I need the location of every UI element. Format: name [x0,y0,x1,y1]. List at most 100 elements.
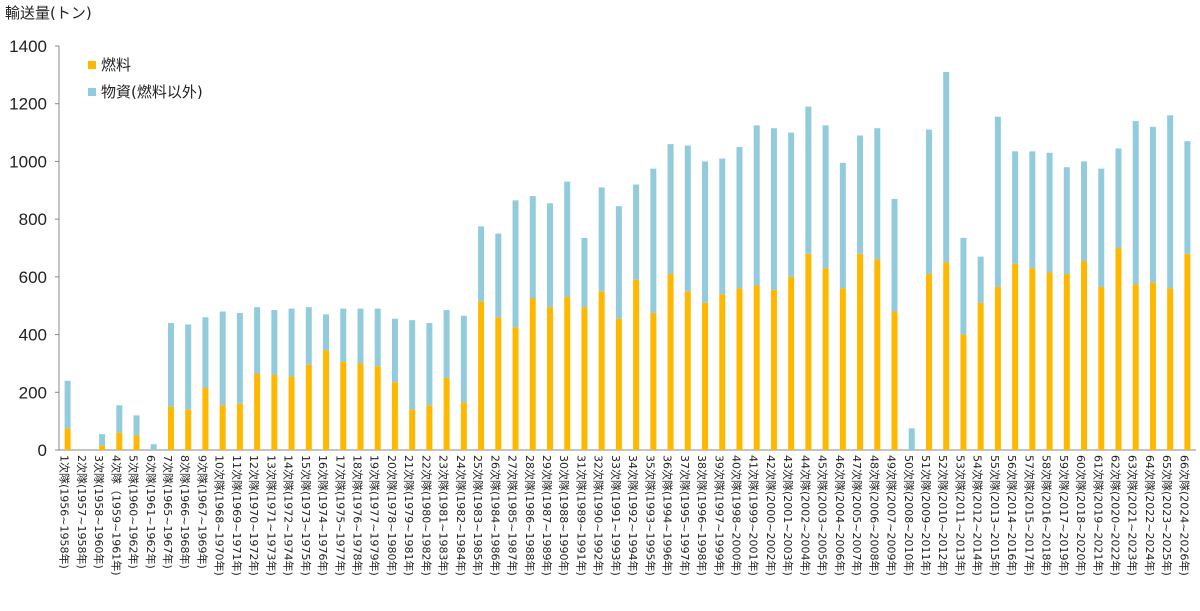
x-tick-label: 35次隊(1993~1995年) [643,455,657,576]
x-tick-label: 38次隊(1996~1998年) [695,455,709,576]
x-tick-label: 28次隊(1986~1988年) [523,455,537,576]
x-tick-label: 14次隊(1972~1974年) [282,455,296,576]
bar-goods [960,237,967,335]
bar-goods [340,308,347,362]
bar-fuel [977,302,984,450]
x-tick-label: 2次隊(1957~1958年) [75,455,89,569]
bar-goods [1132,121,1139,285]
bar-goods [495,233,502,318]
bar-goods [908,428,915,450]
bar-fuel [512,327,519,450]
x-tick-labels: 1次隊(1956~1958年) 2次隊(1957~1958年) 3次隊(1958~1… [58,455,1192,576]
bar-goods [753,125,760,286]
bar-goods [150,444,157,450]
bar-goods [822,125,829,269]
x-tick-label: 11次隊(1969~1971年) [230,455,244,576]
bar-fuel [615,318,622,450]
x-tick-label: 43次隊(2001~2003年) [781,455,795,576]
legend-swatch-goods [88,88,96,96]
bar-fuel [391,382,398,450]
bar-fuel [1046,272,1053,450]
x-tick-label: 50次隊(2008~2010年) [902,455,916,576]
bar-fuel [1167,288,1174,450]
y-tick-label: 800 [19,210,47,229]
bar-goods [719,158,726,295]
legend-label-fuel: 燃料 [101,56,131,74]
x-tick-label: 51次隊(2009~2011年) [919,455,933,576]
bar-fuel [667,273,674,450]
x-tick-label: 27次隊(1985~1987年) [506,455,520,576]
bar-goods [1029,151,1036,269]
bar-fuel [684,291,691,450]
bar-fuel [357,363,364,450]
x-tick-label: 36次隊(1994~1996年) [661,455,675,576]
bar-fuel [1132,284,1139,450]
x-tick-label: 23次隊(1981~1983年) [437,455,451,576]
bar-fuel [443,377,450,450]
y-tick-label: 1200 [9,95,47,114]
x-tick-label: 64次隊(2022~2024年) [1143,455,1157,576]
bar-fuel [529,298,536,450]
x-tick-label: 30次隊(1988~1990年) [557,455,571,576]
x-tick-label: 46次隊(2004~2006年) [833,455,847,576]
bar-fuel [1098,286,1105,450]
x-tick-label: 49次隊(2007~2009年) [885,455,899,576]
bar-goods [271,310,278,375]
bar-fuel [236,403,243,450]
x-tick-label: 26次隊(1984~1986年) [488,455,502,576]
x-tick-label: 15次隊(1973~1975年) [299,455,313,576]
y-tick-label: 1000 [9,152,47,171]
x-tick-label: 45次隊(2003~2005年) [816,455,830,576]
x-tick-label: 53次隊(2011~2013年) [953,455,967,576]
y-tick-label: 400 [19,326,47,345]
bar-fuel [64,428,71,450]
bar-goods [254,307,261,374]
bar-fuel [1012,263,1019,450]
bar-fuel [805,253,812,450]
y-axis-label: 輸送量(トン) [5,4,92,22]
bar-goods [443,310,450,378]
legend-label-goods: 物資(燃料以外) [101,83,203,101]
bar-goods [426,323,433,406]
bar-goods [1184,141,1191,254]
bar-fuel [598,291,605,450]
bar-fuel [374,366,381,450]
x-tick-label: 29次隊(1987~1989年) [540,455,554,576]
bar-goods [564,181,571,298]
bar-fuel [185,409,192,450]
x-tick-label: 57次隊(2015~2017年) [1022,455,1036,576]
x-tick-label: 6次隊(1961~1962年) [144,455,158,569]
bar-fuel [822,268,829,450]
bar-goods [219,311,226,406]
bar-goods [615,206,622,319]
bars [64,71,1191,450]
x-tick-label: 39次隊(1997~1999年) [712,455,726,576]
bar-fuel [702,302,709,450]
bar-goods [357,308,364,364]
x-tick-label: 18次隊(1976~1978年) [350,455,364,576]
bar-fuel [925,273,932,450]
x-tick-label: 1次隊(1956~1958年) [58,455,72,569]
bar-fuel [770,289,777,450]
x-tick-label: 34次隊(1992~1994年) [626,455,640,576]
bar-goods [1081,161,1088,261]
bar-fuel [546,307,553,450]
bar-fuel [495,317,502,450]
bar-goods [702,161,709,303]
bar-goods [546,203,553,308]
bar-goods [323,314,330,351]
x-tick-label: 42次隊(2000~2002年) [764,455,778,576]
y-tick-label: 200 [19,383,47,402]
bar-fuel [409,409,416,450]
bar-goods [650,168,657,313]
bar-fuel [1115,248,1122,450]
axes: 0 200 400 600 800 1000 1200 1400 [9,37,1196,460]
x-tick-label: 12次隊(1970~1972年) [247,455,261,576]
bar-goods [409,320,416,410]
x-tick-label: 48次隊(2006~2008年) [867,455,881,576]
x-tick-label: 22次隊(1980~1982年) [419,455,433,576]
bar-fuel [753,285,760,450]
bar-fuel [650,312,657,450]
bar-fuel [460,402,467,450]
